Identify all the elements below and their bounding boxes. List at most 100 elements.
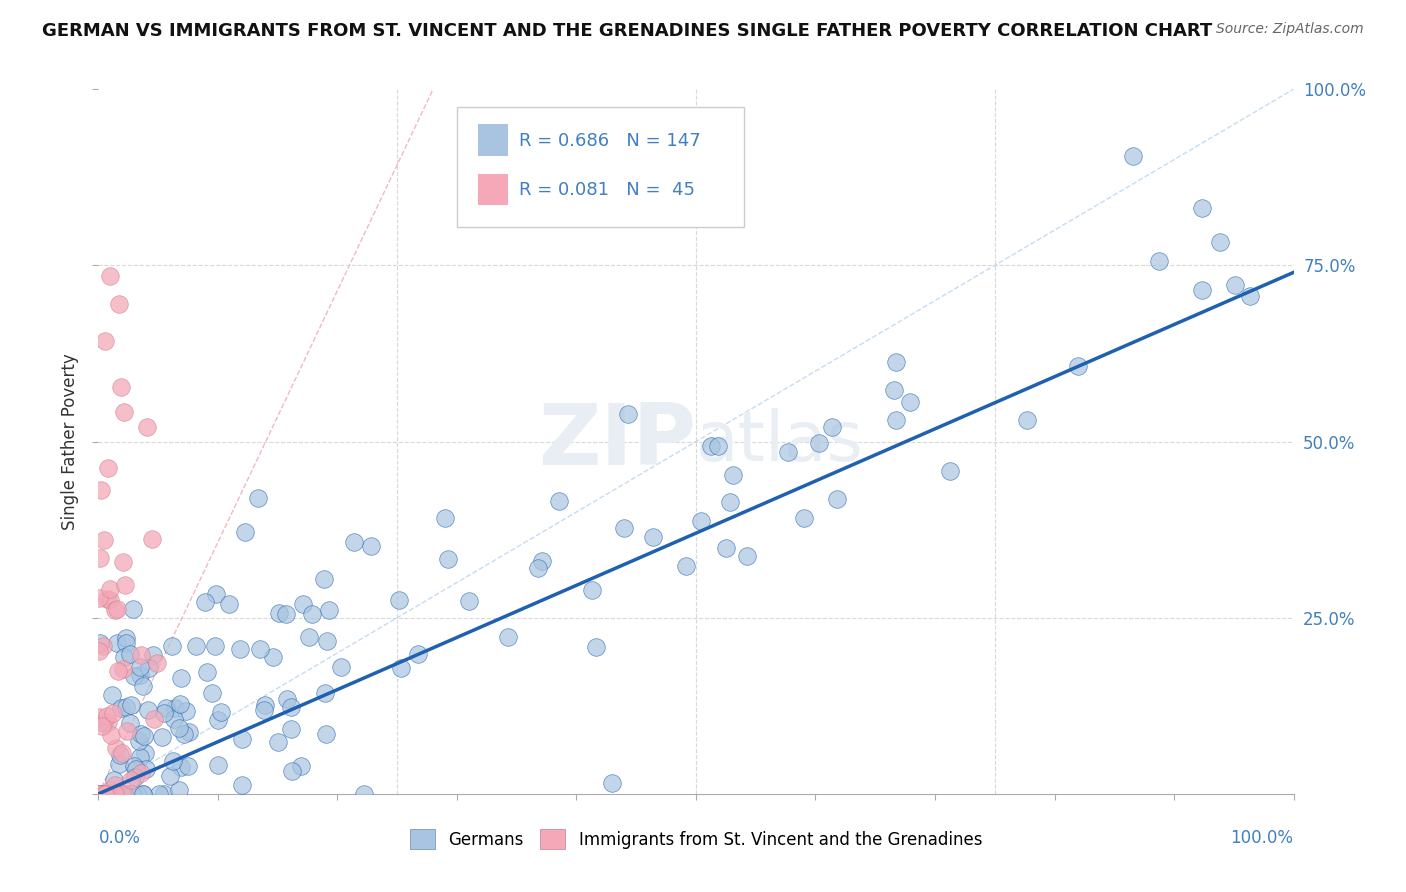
Point <box>98 268 121 283</box>
Bar <box>478 124 509 156</box>
FancyBboxPatch shape <box>457 107 744 227</box>
Point <box>136 703 159 717</box>
Point <box>204 587 226 601</box>
Point <box>342 535 364 549</box>
Point <box>146 656 169 670</box>
Point <box>690 514 713 528</box>
Point <box>112 556 135 570</box>
Point <box>233 524 256 539</box>
Point <box>266 735 288 749</box>
Point <box>312 572 335 586</box>
Point <box>115 631 138 645</box>
Point <box>142 712 165 726</box>
Point <box>159 769 181 783</box>
Point <box>132 679 155 693</box>
Point <box>1239 289 1261 303</box>
Point <box>129 648 152 662</box>
Text: GERMAN VS IMMIGRANTS FROM ST. VINCENT AND THE GRENADINES SINGLE FATHER POVERTY C: GERMAN VS IMMIGRANTS FROM ST. VINCENT AN… <box>42 22 1212 40</box>
Point <box>120 698 142 713</box>
Point <box>808 436 831 450</box>
Point <box>91 787 114 801</box>
Point <box>617 407 640 421</box>
Point <box>177 724 200 739</box>
Point <box>110 701 132 715</box>
Bar <box>478 174 509 205</box>
Point <box>389 661 412 675</box>
Point <box>292 597 315 611</box>
Point <box>167 783 190 797</box>
Point <box>153 787 176 801</box>
Point <box>108 748 131 763</box>
Point <box>177 759 200 773</box>
Point <box>129 668 152 682</box>
Point <box>134 747 156 761</box>
Point <box>98 787 121 801</box>
Point <box>329 659 352 673</box>
Point <box>100 783 122 797</box>
Point <box>104 787 127 801</box>
Point <box>96 787 118 801</box>
Point <box>530 554 553 568</box>
Point <box>124 758 146 772</box>
Point <box>1067 359 1090 374</box>
Point <box>148 787 170 801</box>
Point <box>104 603 127 617</box>
Point <box>155 701 177 715</box>
Point <box>195 665 218 679</box>
Point <box>127 787 149 801</box>
Point <box>110 380 132 394</box>
Point <box>884 355 907 369</box>
Point <box>290 759 312 773</box>
Text: 0.0%: 0.0% <box>98 830 141 847</box>
Point <box>884 413 907 427</box>
Point <box>91 787 114 801</box>
Point <box>114 649 136 664</box>
Point <box>1149 254 1171 268</box>
Point <box>793 511 815 525</box>
Point <box>128 750 150 764</box>
Point <box>821 420 844 434</box>
Point <box>117 724 139 739</box>
Point <box>107 787 129 801</box>
Point <box>581 582 603 597</box>
Point <box>280 722 302 736</box>
Point <box>201 686 224 700</box>
Text: atlas: atlas <box>696 408 863 475</box>
Point <box>91 787 114 801</box>
Point <box>105 635 128 649</box>
Point <box>316 633 339 648</box>
Point <box>776 445 799 459</box>
Point <box>89 636 111 650</box>
Point <box>436 552 458 566</box>
Point <box>124 770 146 784</box>
Point <box>100 728 122 742</box>
Text: R = 0.081   N =  45: R = 0.081 N = 45 <box>519 181 695 199</box>
Point <box>135 420 157 434</box>
Point <box>114 577 136 591</box>
Point <box>276 607 298 622</box>
Point <box>87 710 110 724</box>
Point <box>138 660 160 674</box>
Point <box>98 593 121 607</box>
Point <box>120 715 142 730</box>
Point <box>1208 235 1230 249</box>
Point <box>209 706 232 720</box>
Point <box>301 607 323 621</box>
Point <box>141 533 163 547</box>
Point <box>170 760 193 774</box>
Point <box>131 727 153 741</box>
Text: Source: ZipAtlas.com: Source: ZipAtlas.com <box>1216 22 1364 37</box>
Point <box>111 747 134 761</box>
Point <box>939 464 962 478</box>
Point <box>641 530 664 544</box>
Point <box>114 636 136 650</box>
Point <box>94 787 117 801</box>
Point <box>107 756 129 771</box>
Point <box>131 787 153 801</box>
Point <box>112 405 135 419</box>
Point <box>174 704 197 718</box>
Point <box>207 758 229 772</box>
Point <box>105 602 128 616</box>
Point <box>152 706 174 721</box>
Point <box>163 712 186 726</box>
